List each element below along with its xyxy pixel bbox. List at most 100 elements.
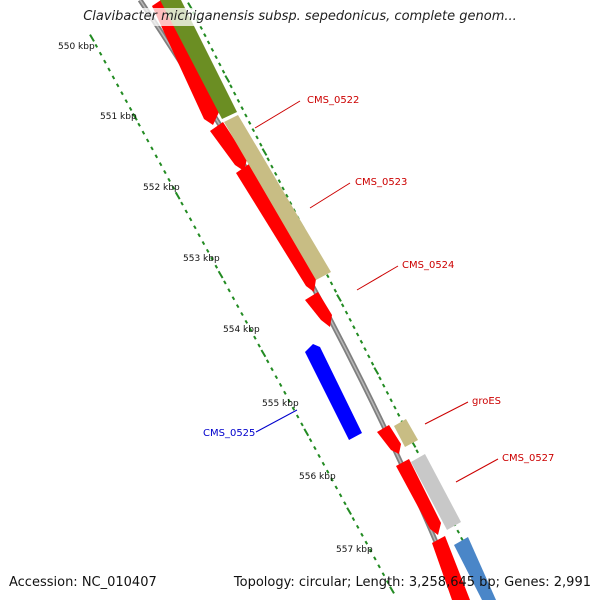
- minor-tick: [393, 405, 397, 410]
- minor-tick: [197, 233, 201, 238]
- minor-tick: [251, 128, 256, 133]
- minor-tick: [270, 164, 274, 169]
- minor-tick: [107, 67, 111, 72]
- minor-tick: [359, 339, 364, 344]
- gene-label-cms-0525[interactable]: CMS_0525: [203, 428, 255, 439]
- minor-tick: [396, 412, 401, 417]
- minor-tick: [300, 422, 304, 427]
- minor-tick: [205, 248, 210, 253]
- forward-cds-track: [152, 0, 470, 600]
- minor-tick: [343, 501, 347, 506]
- minor-tick: [221, 69, 226, 74]
- major-tick: [224, 75, 231, 83]
- minor-tick: [94, 43, 99, 48]
- gene-label-cms-0522[interactable]: CMS_0522: [307, 95, 359, 106]
- minor-tick: [344, 310, 349, 315]
- minor-tick: [351, 516, 356, 522]
- minor-tick: [248, 327, 253, 332]
- ruler-label: 556 kbp: [299, 472, 336, 482]
- minor-tick: [210, 47, 215, 52]
- gene-arrow-cms-0523[interactable]: [210, 122, 247, 171]
- minor-tick: [199, 25, 203, 30]
- gene-arrow-cms-0527[interactable]: [396, 459, 441, 535]
- minor-tick: [291, 406, 296, 411]
- ruler-label: 555 kbp: [262, 399, 299, 409]
- gene-label-groes[interactable]: groES: [472, 396, 501, 407]
- ruler-label: 557 kbp: [336, 545, 373, 555]
- minor-tick: [308, 438, 313, 443]
- minor-tick: [223, 280, 227, 285]
- feature-olive-block[interactable]: [160, 0, 237, 119]
- minor-tick: [378, 376, 382, 381]
- minor-tick: [171, 185, 176, 190]
- minor-tick: [333, 288, 338, 293]
- major-tick: [217, 270, 224, 279]
- ruler-label: 551 kbp: [100, 112, 137, 122]
- minor-tick: [240, 106, 244, 111]
- minor-tick: [111, 75, 116, 80]
- minor-tick: [244, 113, 248, 118]
- minor-tick: [373, 556, 377, 561]
- minor-tick: [273, 171, 278, 176]
- minor-tick: [232, 91, 237, 96]
- minor-tick: [180, 201, 184, 206]
- minor-tick: [206, 40, 211, 45]
- minor-tick: [281, 186, 285, 191]
- minor-tick: [287, 398, 291, 403]
- minor-tick: [355, 332, 360, 337]
- minor-tick: [334, 485, 339, 490]
- minor-tick: [352, 325, 356, 330]
- feature-silver-block[interactable]: [411, 454, 461, 530]
- gene-label-cms-0523[interactable]: CMS_0523: [355, 177, 407, 188]
- minor-tick: [270, 367, 274, 372]
- minor-tick: [257, 343, 261, 348]
- minor-tick: [236, 98, 241, 103]
- minor-tick: [253, 335, 257, 340]
- minor-tick: [285, 193, 289, 198]
- minor-tick: [214, 264, 219, 269]
- minor-tick: [274, 375, 279, 380]
- feature-steelblue-block[interactable]: [454, 537, 496, 600]
- minor-tick: [385, 390, 390, 395]
- major-tick: [260, 349, 267, 358]
- minor-tick: [227, 288, 231, 293]
- gene-arrow-cms-0525[interactable]: [305, 344, 362, 440]
- minor-tick: [330, 477, 334, 482]
- major-tick: [174, 191, 181, 200]
- minor-tick: [340, 303, 345, 308]
- ruler-label: 550 kbp: [58, 42, 95, 52]
- minor-tick: [329, 281, 334, 286]
- ruler-label: 553 kbp: [183, 254, 220, 264]
- minor-tick: [259, 142, 263, 147]
- minor-tick: [188, 217, 193, 222]
- feature-khaki-block[interactable]: [224, 115, 331, 280]
- gene-arrow-cms-0527b[interactable]: [432, 536, 470, 600]
- minor-tick: [229, 84, 233, 89]
- gene-label-cms-0527[interactable]: CMS_0527: [502, 453, 554, 464]
- map-title: Clavibacter michiganensis subsp. sepedon…: [83, 9, 517, 24]
- gene-arrow-cms-0522[interactable]: [152, 0, 219, 125]
- gene-label-cms-0524[interactable]: CMS_0524: [402, 260, 454, 271]
- genome-backbone: [137, 0, 463, 600]
- minor-tick: [460, 536, 464, 541]
- major-tick: [389, 586, 395, 594]
- title-backdrop: [70, 8, 530, 26]
- minor-tick: [363, 347, 367, 352]
- minor-tick: [385, 580, 390, 585]
- minor-tick: [120, 91, 124, 96]
- gene-arrow-groes[interactable]: [377, 425, 401, 454]
- minor-tick: [98, 51, 103, 56]
- minor-tick: [203, 33, 207, 38]
- minor-tick: [235, 304, 240, 309]
- minor-tick: [150, 146, 154, 151]
- minor-tick: [184, 209, 189, 214]
- minor-tick: [145, 138, 150, 143]
- minor-tick: [244, 319, 249, 324]
- minor-tick: [201, 240, 206, 246]
- gene-arrow-cms-0524[interactable]: [236, 164, 316, 292]
- feature-khaki-small[interactable]: [394, 419, 418, 447]
- tick-track-inner: [89, 34, 395, 594]
- minor-tick: [240, 311, 244, 317]
- gene-arrow-small-0524b[interactable]: [305, 292, 332, 327]
